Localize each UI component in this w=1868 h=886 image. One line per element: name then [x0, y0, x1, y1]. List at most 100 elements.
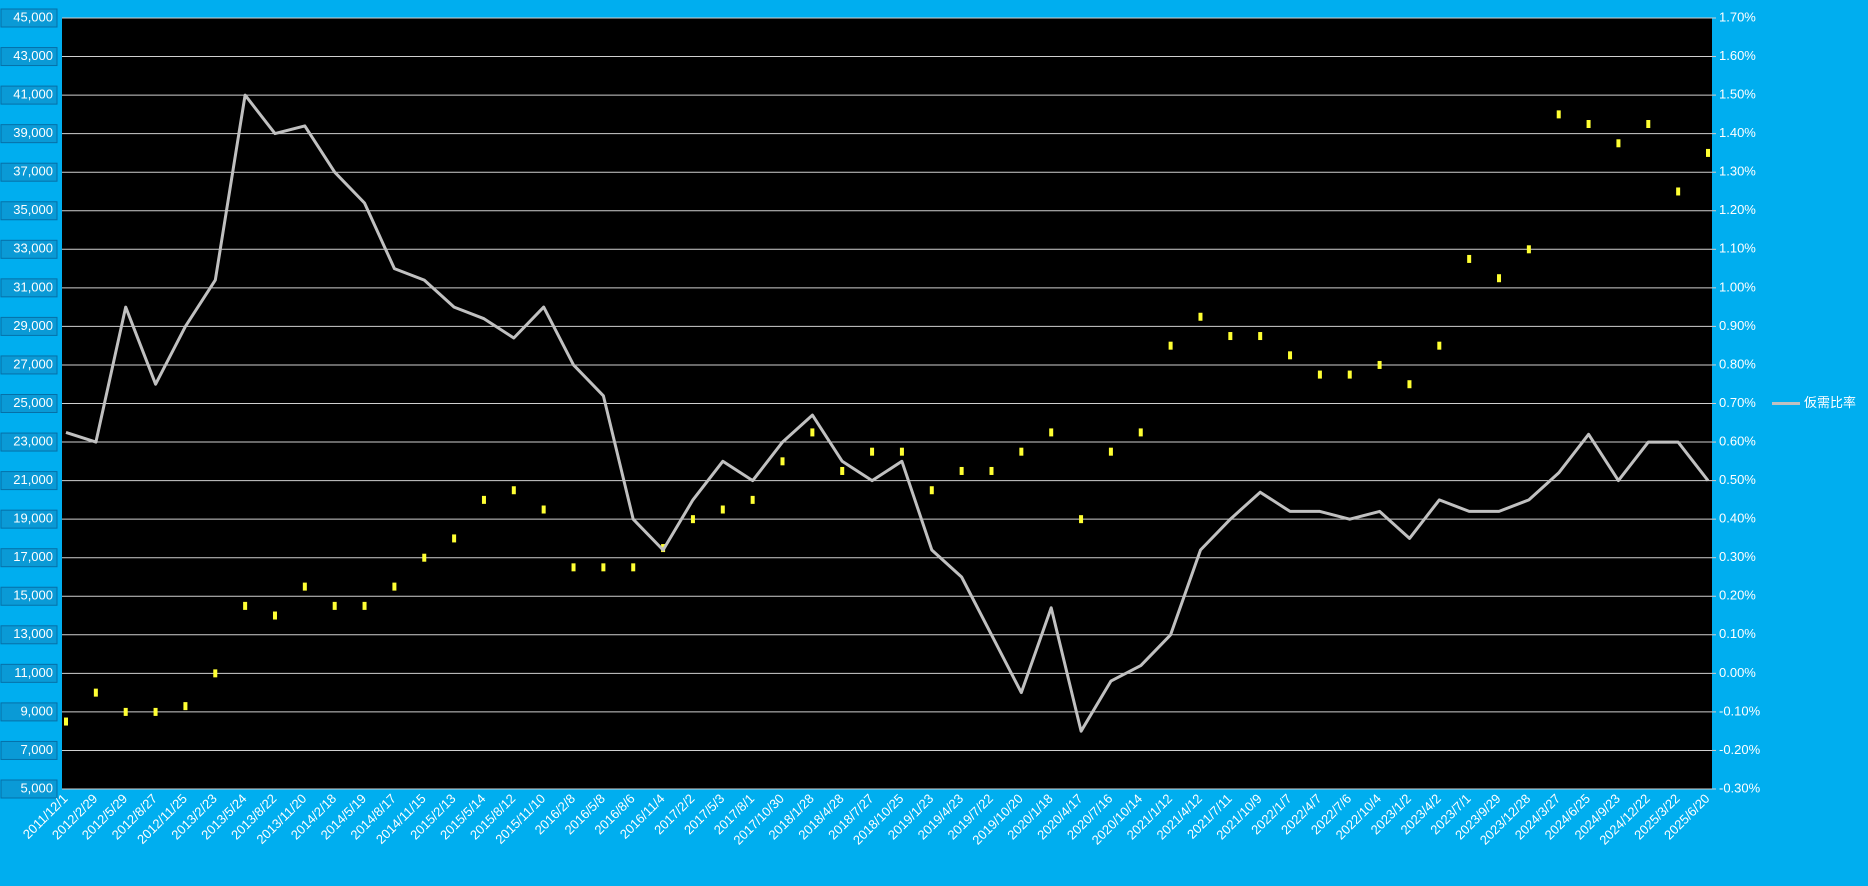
y-tick-box: [0, 316, 58, 336]
y-tick-box: [0, 201, 58, 221]
price-mark: [1049, 428, 1054, 437]
price-mark: [1108, 447, 1113, 456]
legend-label: 仮需比率: [1804, 395, 1856, 410]
price-mark: [780, 457, 785, 466]
y-tick-label: 5,000: [20, 780, 53, 795]
y-tick-label: 31,000: [13, 279, 53, 294]
price-mark: [690, 515, 695, 524]
y-tick-box: [0, 394, 58, 413]
price-mark: [422, 553, 427, 562]
y2-tick-label: 1.00%: [1719, 279, 1756, 294]
y-tick-box: [0, 740, 58, 760]
y2-tick-label: 1.60%: [1719, 48, 1756, 63]
price-mark: [571, 563, 576, 572]
y-tick-label: 19,000: [13, 511, 53, 526]
y-tick-box: [0, 162, 58, 182]
y-tick-label: 25,000: [13, 395, 53, 410]
price-mark: [1347, 370, 1352, 379]
y2-tick-label: 0.30%: [1719, 549, 1756, 564]
y2-tick-label: 1.30%: [1719, 164, 1756, 179]
price-mark: [1317, 370, 1322, 379]
price-mark: [1556, 110, 1561, 119]
y-tick-box: [0, 471, 58, 491]
price-mark: [153, 707, 158, 716]
price-mark: [989, 466, 994, 475]
y2-tick-label: 1.70%: [1719, 9, 1756, 24]
price-mark: [1706, 148, 1710, 157]
y2-tick-label: 1.40%: [1719, 125, 1756, 140]
price-mark: [1288, 351, 1293, 360]
y2-tick-label: 0.00%: [1719, 665, 1756, 680]
y-tick-label: 29,000: [13, 318, 53, 333]
price-mark: [1407, 380, 1412, 389]
price-mark: [1168, 341, 1173, 350]
price-mark: [302, 582, 307, 591]
y-tick-label: 33,000: [13, 241, 53, 256]
y-tick-label: 45,000: [13, 9, 53, 24]
y2-tick-label: 0.60%: [1719, 433, 1756, 448]
y-tick-label: 9,000: [20, 703, 53, 718]
price-mark: [1079, 515, 1084, 524]
y2-tick-label: 0.40%: [1719, 511, 1756, 526]
y-tick-label: 7,000: [20, 742, 53, 757]
price-mark: [601, 563, 606, 572]
price-mark: [272, 611, 277, 620]
y-tick-box: [0, 85, 58, 105]
y2-tick-label: 0.80%: [1719, 356, 1756, 371]
price-mark: [1198, 312, 1203, 321]
y-tick-label: 41,000: [13, 87, 53, 102]
y2-tick-label: 0.90%: [1719, 318, 1756, 333]
price-mark: [1228, 332, 1233, 341]
price-mark: [243, 601, 248, 610]
y2-tick-label: 1.10%: [1719, 241, 1756, 256]
price-mark: [750, 495, 755, 504]
y2-tick-label: -0.10%: [1719, 703, 1761, 718]
y-tick-label: 35,000: [13, 202, 53, 217]
price-mark: [870, 447, 875, 456]
ratio-line: [65, 93, 1710, 733]
price-mark: [1676, 187, 1681, 196]
y-tick-box: [0, 278, 58, 298]
price-mark: [452, 534, 457, 543]
y-tick-box: [0, 239, 58, 259]
y2-tick-label: -0.20%: [1719, 742, 1761, 757]
y-tick-label: 37,000: [13, 164, 53, 179]
price-mark: [123, 707, 128, 716]
y-tick-label: 43,000: [13, 48, 53, 63]
y2-tick-label: 0.10%: [1719, 626, 1756, 641]
price-mark: [1437, 341, 1442, 350]
y-tick-label: 23,000: [13, 433, 53, 448]
y-tick-label: 17,000: [13, 549, 53, 564]
y2-tick-label: 0.20%: [1719, 588, 1756, 603]
y-tick-box: [0, 355, 58, 375]
y-tick-label: 11,000: [14, 665, 53, 680]
y-tick-label: 39,000: [13, 125, 53, 140]
price-mark: [1467, 254, 1472, 263]
price-mark: [929, 486, 934, 495]
y-tick-label: 21,000: [13, 472, 53, 487]
y-tick-label: 15,000: [13, 588, 53, 603]
price-mark: [840, 466, 845, 475]
y-tick-box: [0, 124, 58, 144]
y-tick-box: [0, 47, 58, 67]
y2-tick-label: 0.70%: [1719, 395, 1756, 410]
price-mark: [541, 505, 546, 514]
price-mark: [899, 447, 904, 456]
y-tick-box: [0, 702, 58, 722]
y2-tick-label: 0.50%: [1719, 472, 1756, 487]
price-mark: [1586, 120, 1591, 129]
y-tick-box: [0, 586, 58, 606]
price-mark: [959, 466, 964, 475]
price-mark: [1377, 360, 1382, 369]
y-tick-box: [0, 509, 58, 529]
price-mark: [511, 486, 516, 495]
price-mark: [1616, 139, 1621, 148]
y2-tick-label: 1.50%: [1719, 87, 1756, 102]
y2-tick-label: 1.20%: [1719, 202, 1756, 217]
y-tick-box: [0, 663, 58, 683]
price-mark: [93, 688, 98, 697]
price-mark: [64, 717, 68, 726]
price-mark: [332, 601, 337, 610]
